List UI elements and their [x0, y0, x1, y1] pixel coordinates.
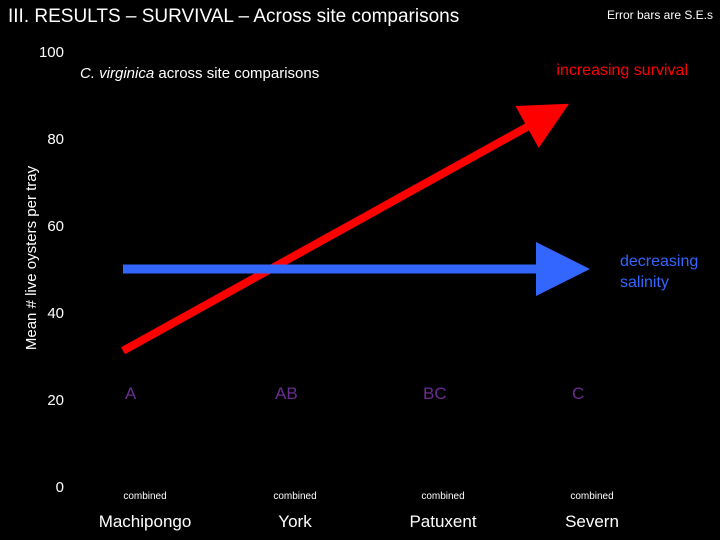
- increasing-survival-label: increasing survival: [556, 62, 688, 79]
- bar-label: combined: [570, 491, 613, 502]
- error-bars-note: Error bars are S.E.s: [606, 8, 713, 22]
- bar-label: combined: [273, 491, 316, 502]
- y-tick-label: 20: [47, 392, 64, 409]
- increasing-survival-arrow: [121, 103, 569, 355]
- x-tick-label: Patuxent: [409, 512, 476, 531]
- x-tick-label: York: [278, 512, 312, 531]
- decreasing-salinity-label-line2: salinity: [620, 274, 669, 291]
- decreasing-salinity-label-line1: decreasing: [620, 253, 698, 270]
- slide-title: III. RESULTS – SURVIVAL – Across site co…: [8, 6, 460, 27]
- bar-label: combined: [421, 491, 464, 502]
- y-axis-label: Mean # live oysters per tray: [23, 165, 40, 350]
- significance-letters: A AB BC C: [125, 384, 584, 403]
- bar-label: combined: [123, 491, 166, 502]
- y-tick-label: 40: [47, 305, 64, 322]
- group-letter: BC: [423, 384, 447, 403]
- bar-labels: combined combined combined combined: [123, 491, 613, 502]
- y-axis-ticks: 0 20 40 60 80 100: [39, 44, 64, 496]
- trend-arrows: increasing survival decreasing salinity: [121, 62, 698, 355]
- y-tick-label: 80: [47, 131, 64, 148]
- subtitle-rest: across site comparisons: [154, 65, 319, 82]
- chart-subtitle: C. virginica across site comparisons: [80, 65, 319, 82]
- y-tick-label: 100: [39, 44, 64, 61]
- x-tick-label: Severn: [565, 512, 619, 531]
- group-letter: C: [572, 384, 584, 403]
- y-tick-label: 60: [47, 218, 64, 235]
- species-name: C. virginica: [80, 65, 154, 82]
- x-axis-tick-labels: Machipongo York Patuxent Severn: [99, 512, 619, 531]
- group-letter: AB: [275, 384, 298, 403]
- y-tick-label: 0: [56, 479, 64, 496]
- x-tick-label: Machipongo: [99, 512, 192, 531]
- group-letter: A: [125, 384, 137, 403]
